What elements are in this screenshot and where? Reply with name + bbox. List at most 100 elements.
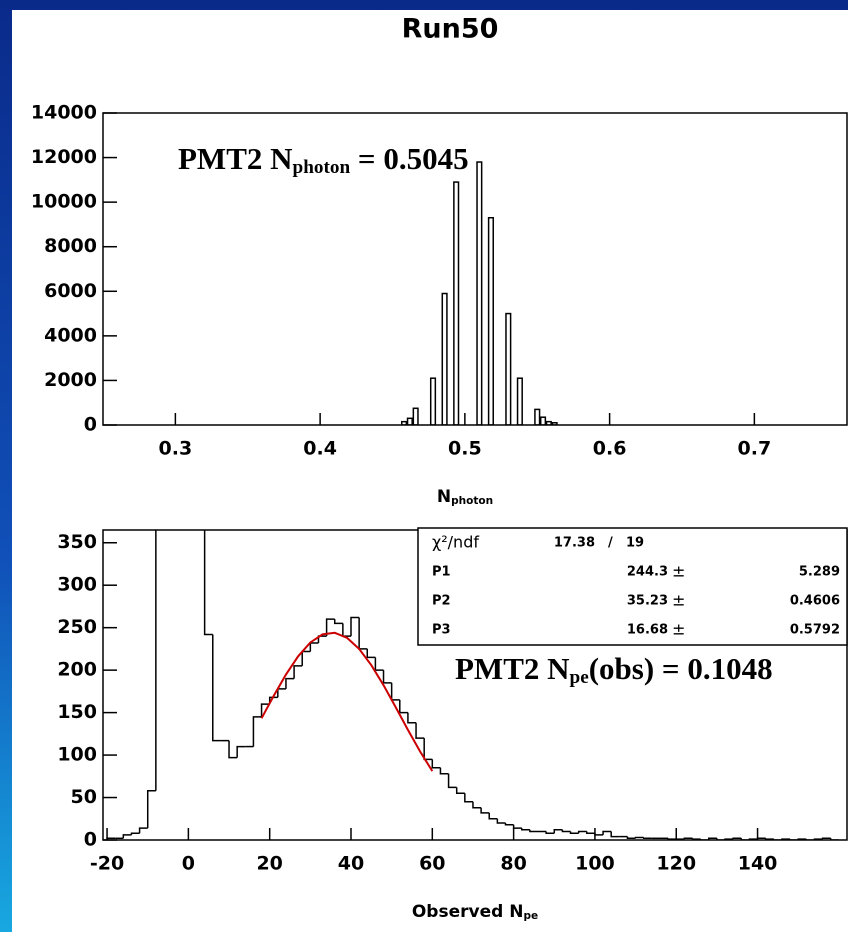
y-tick-label: 0 xyxy=(84,414,97,436)
histogram-step xyxy=(285,677,295,689)
plot-frame xyxy=(102,112,848,426)
x-tick-label: 100 xyxy=(575,853,615,875)
plot-area xyxy=(401,161,558,425)
histogram-step xyxy=(155,530,157,791)
histogram-step xyxy=(829,838,839,840)
histogram-bar xyxy=(429,377,437,425)
histogram-step xyxy=(764,838,774,840)
histogram-step xyxy=(545,831,555,834)
y-tick-label: 100 xyxy=(57,744,97,766)
histogram-step xyxy=(399,699,408,714)
histogram-bar xyxy=(534,408,541,425)
histogram-step xyxy=(756,837,766,840)
y-tick-label: 150 xyxy=(57,701,97,723)
histogram-step xyxy=(146,789,156,829)
histogram-step xyxy=(569,831,579,834)
x-tick-label: -20 xyxy=(90,853,124,875)
histogram-step xyxy=(773,839,782,840)
histogram-step xyxy=(431,759,441,769)
histogram-step xyxy=(325,618,335,637)
histogram-bar xyxy=(476,161,483,425)
x-axis-title-main: N xyxy=(437,487,451,507)
stats-label: χ²/ndf xyxy=(432,533,479,552)
stats-value: 244.3 xyxy=(627,565,668,580)
x-tick-label: 0.3 xyxy=(159,438,193,460)
histogram-step xyxy=(480,807,490,814)
histogram-step xyxy=(512,824,522,829)
x-tick-label: 20 xyxy=(256,853,282,875)
histogram-step xyxy=(683,837,693,840)
histogram-step xyxy=(488,812,498,820)
histogram-step xyxy=(626,836,636,840)
histogram-step xyxy=(122,834,132,839)
annotation-tail: (obs) = 0.1048 xyxy=(589,651,773,686)
histogram-step xyxy=(529,829,539,833)
histogram-bar xyxy=(551,422,558,425)
histogram-step xyxy=(504,823,514,826)
y-tick-label: 200 xyxy=(57,659,97,681)
histogram-step xyxy=(366,648,376,659)
histogram-step xyxy=(415,722,425,739)
x-axis-title-sub: photon xyxy=(451,495,493,507)
x-tick-label: 40 xyxy=(338,853,364,875)
x-tick-label: 60 xyxy=(419,853,445,875)
histogram-step xyxy=(455,787,465,795)
annotation-tail: = 0.5045 xyxy=(350,141,468,176)
y-tick-label: 10000 xyxy=(31,191,97,213)
histogram-step xyxy=(252,716,262,747)
histogram-step xyxy=(464,793,473,803)
stats-value: 17.38 xyxy=(554,536,595,551)
y-tick-label: 350 xyxy=(57,531,97,553)
y-tick-label: 4000 xyxy=(44,324,97,346)
histogram-step xyxy=(496,818,506,824)
histogram-step xyxy=(260,703,270,717)
histogram-step xyxy=(667,838,677,840)
stats-error: 5.289 xyxy=(799,565,840,580)
page-title: Run50 xyxy=(402,14,499,45)
histogram-step xyxy=(748,838,758,840)
x-tick-label: 0.6 xyxy=(593,438,627,460)
histogram-step xyxy=(350,616,360,637)
histogram-step xyxy=(472,801,482,809)
histogram-step xyxy=(203,530,213,636)
y-tick-label: 8000 xyxy=(44,235,97,257)
y-tick-label: 50 xyxy=(71,786,97,808)
pad xyxy=(12,10,848,932)
x-axis-title: Nphoton xyxy=(437,487,493,507)
histogram-step xyxy=(634,836,644,839)
stats-label: P2 xyxy=(432,594,451,609)
histogram-step xyxy=(716,838,726,840)
y-tick-label: 250 xyxy=(57,616,97,638)
histogram-bar xyxy=(505,312,512,425)
histogram-step xyxy=(821,837,831,840)
histogram-step xyxy=(708,837,717,840)
annotation-sub: pe xyxy=(570,667,590,688)
y-tick-label: 2000 xyxy=(44,369,97,391)
y-tick-label: 12000 xyxy=(31,146,97,168)
stats-error: 0.4606 xyxy=(790,594,840,609)
histogram-step xyxy=(561,829,571,833)
histogram-step xyxy=(138,827,148,834)
histogram-step xyxy=(106,837,116,840)
histogram-step xyxy=(130,832,140,835)
histogram-step xyxy=(586,831,595,834)
histogram-step xyxy=(781,838,791,840)
stats-error: 19 xyxy=(626,536,644,551)
annotation-main: PMT2 N xyxy=(178,141,293,176)
annotation: PMT2 Nphoton = 0.5045 xyxy=(178,141,469,178)
histogram-bar xyxy=(453,181,460,425)
histogram-step xyxy=(594,833,604,836)
histogram-step xyxy=(439,767,449,775)
x-tick-label: 0.5 xyxy=(448,438,482,460)
histogram-bar xyxy=(516,377,523,425)
stats-symbol: ± xyxy=(672,591,685,610)
histogram-step xyxy=(293,665,303,679)
x-tick-label: 0.4 xyxy=(303,438,337,460)
annotation: PMT2 Npe(obs) = 0.1048 xyxy=(455,651,773,688)
stats-symbol: ± xyxy=(672,620,685,639)
histogram-step xyxy=(699,839,709,840)
annotation-sub: photon xyxy=(293,157,351,178)
histogram-step xyxy=(732,837,742,840)
y-tick-label: 14000 xyxy=(31,102,97,124)
